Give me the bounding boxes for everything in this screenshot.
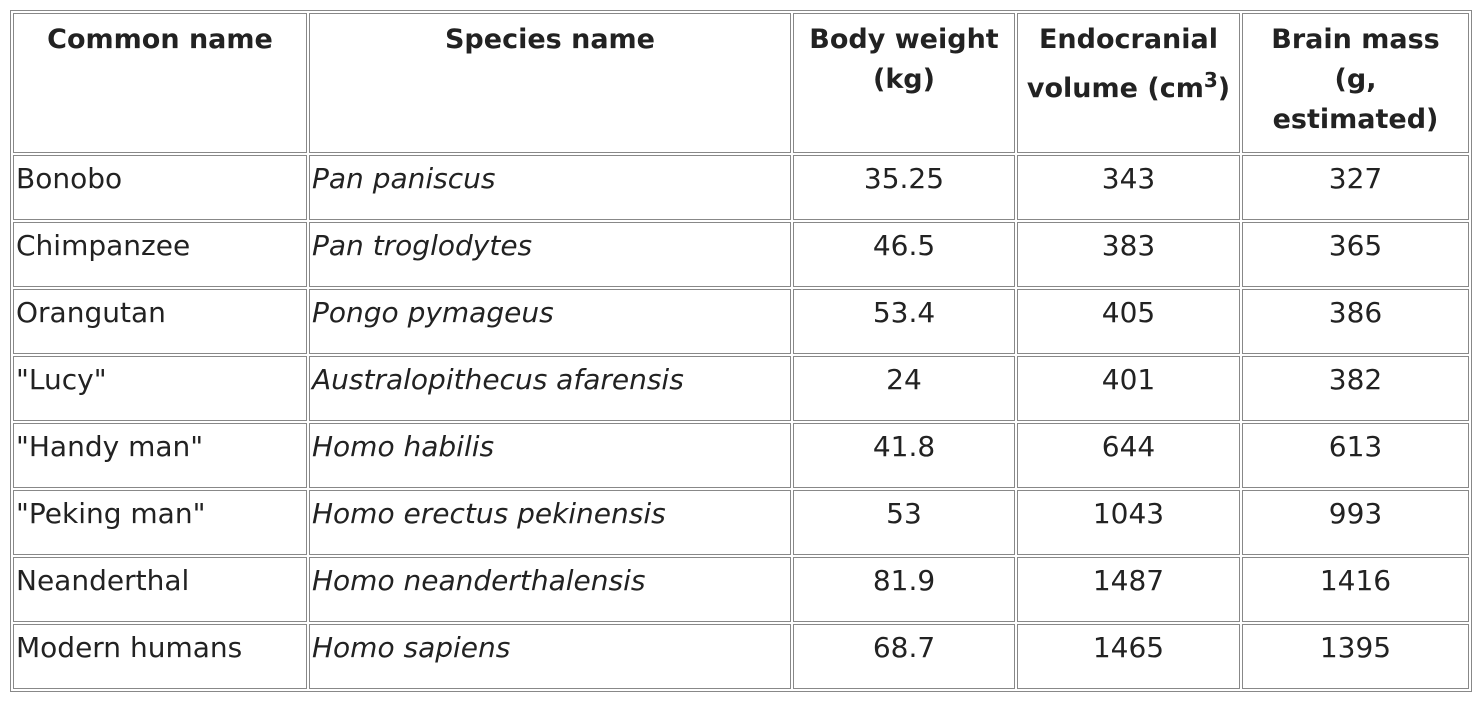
- header-text: ): [1217, 73, 1231, 104]
- table-cell: Homo erectus pekinensis: [309, 490, 791, 555]
- table-row: "Lucy" Australopithecus afarensis 24 401 382: [13, 356, 1469, 421]
- table-body: Bonobo Pan paniscus 35.25 343 327 Chimpanzee P…: [13, 155, 1469, 689]
- data-table: Common name Species name Body weight (kg) E…: [10, 10, 1472, 692]
- table-row: Neanderthal Homo neanderthalensis 81.9 1487…: [13, 557, 1469, 622]
- table-cell: 41.8: [793, 423, 1015, 488]
- header-text: Species name: [444, 24, 655, 55]
- table-cell: 327: [1242, 155, 1469, 220]
- table-cell: "Lucy": [13, 356, 307, 421]
- table-cell: Australopithecus afarensis: [309, 356, 791, 421]
- table-cell: 1043: [1017, 490, 1240, 555]
- table-cell: Bonobo: [13, 155, 307, 220]
- header-text: Brain mass (g, estimated): [1271, 24, 1440, 135]
- header-cell: Common name: [13, 13, 307, 153]
- table-row: "Handy man" Homo habilis 41.8 644 613: [13, 423, 1469, 488]
- table-row: Modern humans Homo sapiens 68.7 1465 1395: [13, 624, 1469, 689]
- table-row: Chimpanzee Pan troglodytes 46.5 383 365: [13, 222, 1469, 287]
- header-cell: Species name: [309, 13, 791, 153]
- table-cell: 993: [1242, 490, 1469, 555]
- table-cell: 382: [1242, 356, 1469, 421]
- header-row: Common name Species name Body weight (kg) E…: [13, 13, 1469, 153]
- table-cell: 81.9: [793, 557, 1015, 622]
- table-cell: Homo sapiens: [309, 624, 791, 689]
- table-cell: 644: [1017, 423, 1240, 488]
- table-cell: 1487: [1017, 557, 1240, 622]
- table-cell: 46.5: [793, 222, 1015, 287]
- table-row: Orangutan Pongo pymageus 53.4 405 386: [13, 289, 1469, 354]
- table-cell: 401: [1017, 356, 1240, 421]
- table-cell: Neanderthal: [13, 557, 307, 622]
- table-cell: Homo neanderthalensis: [309, 557, 791, 622]
- table-cell: 35.25: [793, 155, 1015, 220]
- table-cell: 1416: [1242, 557, 1469, 622]
- table-cell: 24: [793, 356, 1015, 421]
- table-cell: 386: [1242, 289, 1469, 354]
- table-cell: 68.7: [793, 624, 1015, 689]
- table-cell: "Peking man": [13, 490, 307, 555]
- table-cell: Pan paniscus: [309, 155, 791, 220]
- header-superscript: 3: [1203, 68, 1218, 92]
- table-cell: Orangutan: [13, 289, 307, 354]
- table-header: Common name Species name Body weight (kg) E…: [13, 13, 1469, 153]
- table-cell: Homo habilis: [309, 423, 791, 488]
- table-cell: Pan troglodytes: [309, 222, 791, 287]
- table-cell: 365: [1242, 222, 1469, 287]
- table-cell: 53: [793, 490, 1015, 555]
- table-row: "Peking man" Homo erectus pekinensis 53 104…: [13, 490, 1469, 555]
- header-text: Common name: [47, 24, 273, 55]
- table-cell: Pongo pymageus: [309, 289, 791, 354]
- table-cell: 383: [1017, 222, 1240, 287]
- table-cell: 1395: [1242, 624, 1469, 689]
- table-cell: 1465: [1017, 624, 1240, 689]
- header-cell: Endocranial volume (cm3): [1017, 13, 1240, 153]
- table-cell: 405: [1017, 289, 1240, 354]
- table-cell: Modern humans: [13, 624, 307, 689]
- header-text: Body weight (kg): [809, 24, 999, 95]
- table-row: Bonobo Pan paniscus 35.25 343 327: [13, 155, 1469, 220]
- table-cell: 613: [1242, 423, 1469, 488]
- table-cell: Chimpanzee: [13, 222, 307, 287]
- header-cell: Brain mass (g, estimated): [1242, 13, 1469, 153]
- header-text: Endocranial volume (cm: [1026, 24, 1219, 104]
- table-cell: "Handy man": [13, 423, 307, 488]
- header-cell: Body weight (kg): [793, 13, 1015, 153]
- table-cell: 53.4: [793, 289, 1015, 354]
- table-cell: 343: [1017, 155, 1240, 220]
